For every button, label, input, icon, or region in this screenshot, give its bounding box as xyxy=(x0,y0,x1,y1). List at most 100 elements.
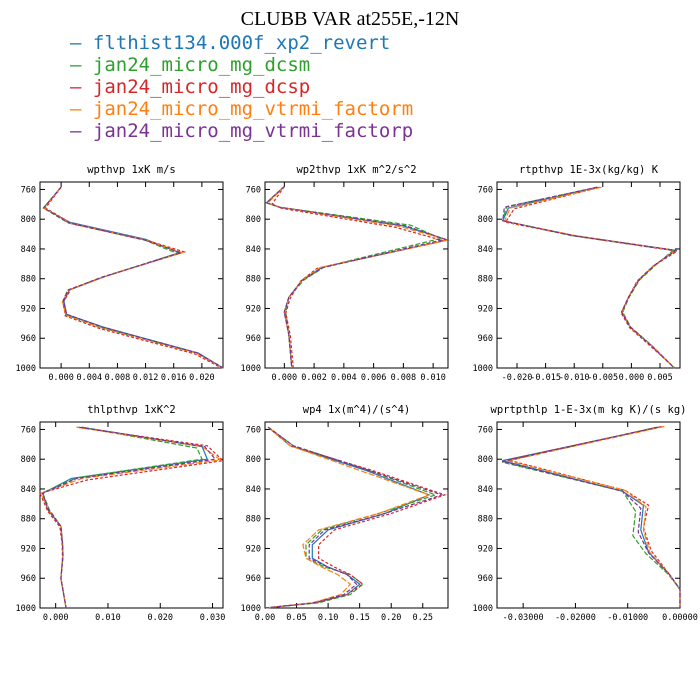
series-line xyxy=(503,186,677,369)
series-line xyxy=(501,186,675,369)
legend-label: jan24_micro_mg_dcsp xyxy=(92,76,311,98)
x-tick-label: 0.000 xyxy=(272,373,298,383)
panel: wp4 1x(m^4)/(s^4)76080084088092096010000… xyxy=(241,404,449,623)
y-tick-label: 880 xyxy=(246,515,261,525)
legend-label: flthist134.000f_xp2_revert xyxy=(92,32,391,54)
x-tick-label: 0.020 xyxy=(147,613,173,623)
series-line xyxy=(265,186,451,369)
y-tick-label: 880 xyxy=(246,275,261,285)
plot-frame xyxy=(264,421,449,609)
legend-item: — jan24_micro_mg_dcsm xyxy=(70,54,413,76)
y-tick-label: 840 xyxy=(478,485,493,495)
legend: — flthist134.000f_xp2_revert — jan24_mic… xyxy=(70,32,413,142)
y-tick-label: 920 xyxy=(21,544,36,554)
legend-item: — jan24_micro_mg_vtrmi_factorm xyxy=(70,98,413,120)
y-tick-label: 960 xyxy=(246,334,261,344)
y-tick-label: 920 xyxy=(478,304,493,314)
x-tick-label: 0.000 xyxy=(43,613,69,623)
y-tick-label: 920 xyxy=(478,544,493,554)
series-line xyxy=(264,426,447,609)
x-tick-label: 0.012 xyxy=(133,373,159,383)
x-tick-label: 0.010 xyxy=(420,373,446,383)
y-tick-label: 760 xyxy=(478,185,493,195)
x-tick-label: -0.015 xyxy=(530,373,561,383)
series-line xyxy=(42,186,224,369)
x-tick-label: 0.010 xyxy=(95,613,121,623)
legend-line: — xyxy=(70,76,93,98)
y-tick-label: 920 xyxy=(246,544,261,554)
series-line xyxy=(42,186,224,369)
series-line xyxy=(501,186,678,369)
y-tick-label: 1000 xyxy=(16,604,36,614)
series-line xyxy=(507,425,681,608)
legend-label: jan24_micro_mg_dcsm xyxy=(92,54,311,76)
series-line xyxy=(40,426,222,609)
y-tick-label: 760 xyxy=(246,425,261,435)
y-tick-label: 880 xyxy=(478,275,493,285)
legend-label: jan24_micro_mg_vtrmi_factorp xyxy=(92,120,414,142)
legend-item: — jan24_micro_mg_vtrmi_factorp xyxy=(70,120,413,142)
x-tick-label: 0.008 xyxy=(105,373,131,383)
panel: wpthvp 1xK m/s 760 800 840 880 920 960 1000 0.00… xyxy=(16,164,224,383)
y-tick-label: 880 xyxy=(21,275,36,285)
legend-line: — xyxy=(70,54,93,76)
x-tick-label: 0.15 xyxy=(349,613,369,623)
y-tick-label: 760 xyxy=(21,425,36,435)
series-line xyxy=(41,426,217,609)
panel: wprtpthlp 1-E-3x(m kg K)/(s kg) 760 800 840… xyxy=(473,404,698,623)
y-tick-label: 800 xyxy=(478,215,493,225)
x-tick-label: 0.016 xyxy=(161,373,187,383)
series-line xyxy=(265,186,448,369)
series-line xyxy=(264,426,431,609)
legend-label: jan24_micro_mg_vtrmi_factorm xyxy=(92,98,414,120)
series-line xyxy=(39,426,225,609)
panel-title: thlpthvp 1xK^2 xyxy=(87,404,176,416)
y-tick-label: 760 xyxy=(246,185,261,195)
figure-title: CLUBB VAR at255E,-12N xyxy=(240,8,460,30)
y-tick-label: 800 xyxy=(21,455,36,465)
plot-frame xyxy=(264,181,449,369)
y-tick-label: 960 xyxy=(478,574,493,584)
panel-title: rtpthvp 1E-3x(kg/kg) K xyxy=(519,164,659,176)
y-tick-label: 840 xyxy=(246,485,261,495)
y-tick-label: 800 xyxy=(246,215,261,225)
x-tick-label: 0.10 xyxy=(318,613,338,623)
y-tick-label: 800 xyxy=(478,455,493,465)
x-tick-label: 0.006 xyxy=(361,373,387,383)
y-tick-label: 1000 xyxy=(241,604,261,614)
x-tick-label: -0.01000 xyxy=(607,613,648,623)
x-tick-label: -0.010 xyxy=(559,373,590,383)
x-tick-label: 0.004 xyxy=(331,373,357,383)
x-tick-label: -0.020 xyxy=(502,373,533,383)
y-tick-label: 840 xyxy=(21,485,36,495)
panel-title: wprtpthlp 1-E-3x(m kg K)/(s kg) xyxy=(491,404,687,416)
legend-line: — xyxy=(70,32,93,54)
x-tick-label: 0.004 xyxy=(76,373,102,383)
legend-item: — jan24_micro_mg_dcsp xyxy=(70,76,413,98)
series-line xyxy=(266,186,449,369)
panel-title: wp4 1x(m^4)/(s^4) xyxy=(303,404,410,416)
legend-line: — xyxy=(70,98,93,120)
series-line xyxy=(504,186,679,369)
y-tick-label: 960 xyxy=(246,574,261,584)
panel: rtpthvp 1E-3x(kg/kg) K 760 800 840 880 920 960… xyxy=(473,164,681,383)
x-tick-label: 0.008 xyxy=(391,373,417,383)
y-tick-label: 800 xyxy=(21,215,36,225)
y-tick-label: 1000 xyxy=(473,364,493,374)
series-line xyxy=(44,186,222,369)
x-tick-label: -0.02000 xyxy=(555,613,596,623)
x-tick-label: 0.00 xyxy=(255,613,275,623)
x-tick-label: 0.25 xyxy=(413,613,433,623)
y-tick-label: 800 xyxy=(246,455,261,465)
series-line xyxy=(41,426,203,609)
x-tick-label: 0.002 xyxy=(301,373,327,383)
plot-frame xyxy=(496,181,681,369)
y-tick-label: 1000 xyxy=(473,604,493,614)
x-tick-label: -0.005 xyxy=(587,373,618,383)
legend-item: — flthist134.000f_xp2_revert xyxy=(70,32,413,54)
y-tick-label: 880 xyxy=(21,515,36,525)
x-tick-label: 0.020 xyxy=(189,373,215,383)
series-line xyxy=(502,426,681,608)
x-tick-label: 0.030 xyxy=(200,613,226,623)
